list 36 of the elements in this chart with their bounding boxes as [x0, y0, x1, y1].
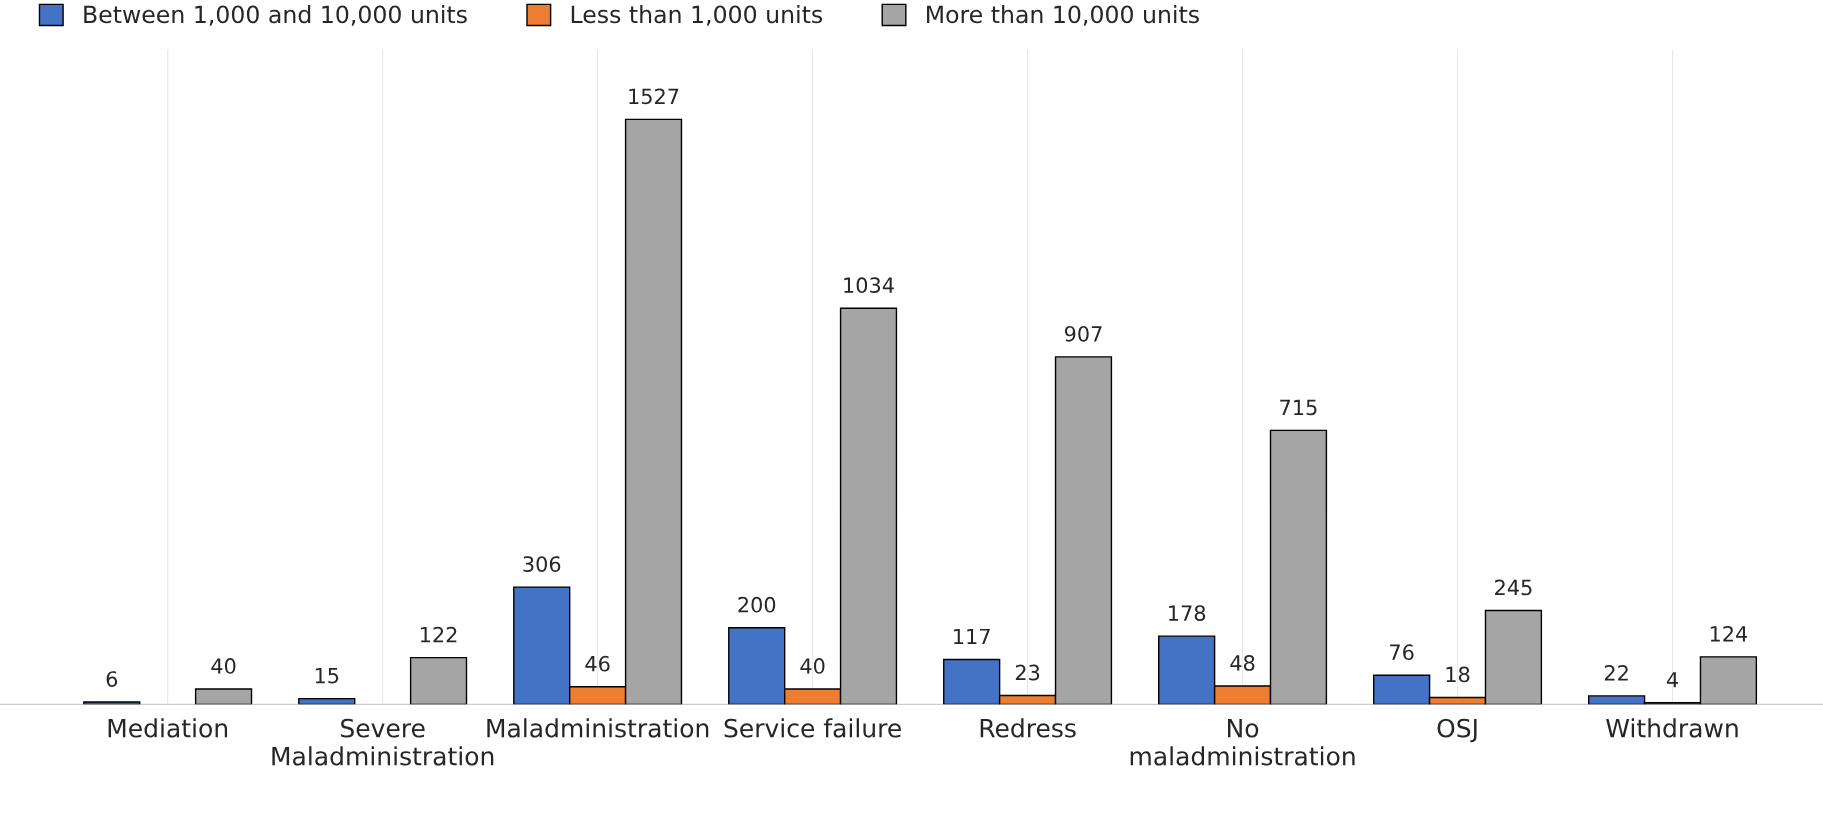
data-label: 306 — [523, 556, 561, 572]
data-label: 6 — [106, 671, 118, 687]
data-label: 1527 — [629, 88, 679, 105]
data-label: 46 — [585, 655, 610, 672]
data-label: 715 — [1280, 399, 1317, 416]
x-tick-label: OSJ — [1437, 718, 1477, 743]
data-label: 40 — [800, 658, 825, 674]
data-label: 124 — [1710, 625, 1748, 642]
data-label: 245 — [1495, 579, 1532, 596]
data-label: 40 — [211, 658, 236, 674]
data-label: 18 — [1446, 666, 1470, 683]
bar — [194, 688, 253, 705]
x-tick-label: Mediation — [108, 718, 228, 738]
data-label: 200 — [738, 596, 776, 613]
data-label: 907 — [1064, 325, 1102, 342]
x-tick-label: No maladministration — [1130, 719, 1355, 766]
x-tick-label: Maladministration — [487, 718, 709, 738]
data-label: 76 — [1390, 644, 1414, 661]
bar — [83, 701, 141, 705]
bar — [409, 656, 468, 705]
legend-label: Between 1,000 and 10,000 units — [84, 5, 467, 26]
x-tick-label: Withdrawn — [1606, 718, 1738, 738]
data-label: 178 — [1169, 605, 1206, 621]
data-label: 23 — [1015, 664, 1040, 681]
legend-label: Less than 1,000 units — [571, 5, 823, 26]
data-label: 4 — [1666, 672, 1678, 688]
bar — [298, 697, 356, 705]
data-label: 22 — [1604, 665, 1628, 681]
legend-label: More than 10,000 units — [927, 5, 1199, 26]
data-label: 117 — [954, 628, 990, 645]
data-label: 48 — [1230, 655, 1255, 671]
x-tick-label: Redress — [980, 718, 1076, 738]
data-label: 15 — [315, 667, 339, 684]
x-tick-label: Service failure — [724, 718, 901, 738]
data-label: 1034 — [844, 277, 894, 294]
data-label: 122 — [420, 626, 457, 643]
